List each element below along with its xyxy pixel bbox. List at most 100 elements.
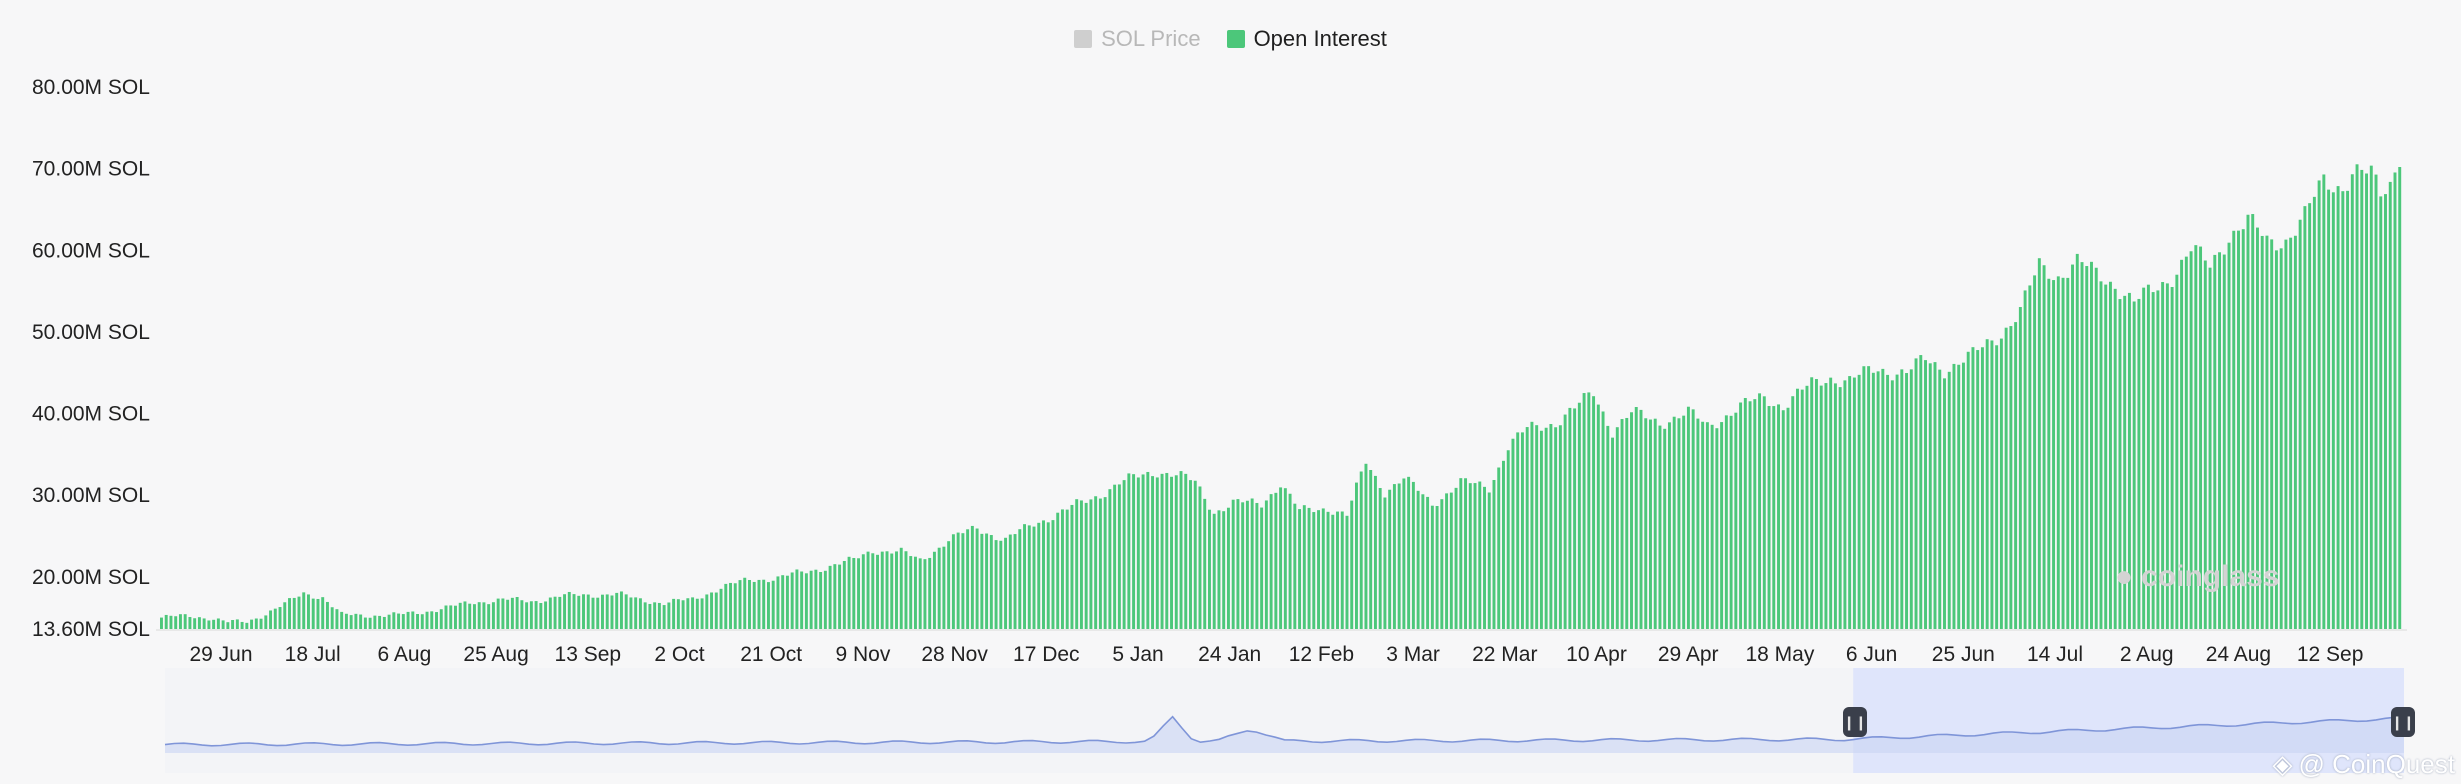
open-interest-bar[interactable] xyxy=(1226,507,1230,629)
open-interest-bar[interactable] xyxy=(667,602,671,630)
open-interest-bar[interactable] xyxy=(1758,393,1762,629)
open-interest-bar[interactable] xyxy=(657,602,661,629)
open-interest-bar[interactable] xyxy=(197,617,201,629)
open-interest-bar[interactable] xyxy=(857,558,861,629)
open-interest-bar[interactable] xyxy=(2218,252,2221,629)
open-interest-bar[interactable] xyxy=(1312,512,1316,629)
open-interest-bar[interactable] xyxy=(302,592,306,629)
open-interest-bar[interactable] xyxy=(311,598,315,629)
open-interest-bar[interactable] xyxy=(2322,174,2326,629)
open-interest-bar[interactable] xyxy=(2317,180,2321,629)
open-interest-bar[interactable] xyxy=(1781,410,1785,629)
open-interest-bar[interactable] xyxy=(2346,190,2350,629)
open-interest-bar[interactable] xyxy=(951,534,955,629)
open-interest-bar[interactable] xyxy=(487,604,491,629)
open-interest-bar[interactable] xyxy=(2146,284,2150,629)
open-interest-bar[interactable] xyxy=(382,616,386,629)
open-interest-bar[interactable] xyxy=(610,595,614,629)
open-interest-bar[interactable] xyxy=(1056,512,1060,629)
open-interest-bar[interactable] xyxy=(2127,292,2131,629)
open-interest-bar[interactable] xyxy=(1317,510,1321,629)
open-interest-bar[interactable] xyxy=(1720,422,1724,629)
open-interest-bar[interactable] xyxy=(2308,203,2312,629)
open-interest-bar[interactable] xyxy=(909,556,913,629)
open-interest-bar[interactable] xyxy=(1999,338,2003,629)
open-interest-bar[interactable] xyxy=(1511,438,1515,629)
open-interest-bar[interactable] xyxy=(1677,418,1681,629)
open-interest-bar[interactable] xyxy=(809,570,813,629)
open-interest-bar[interactable] xyxy=(482,602,486,629)
open-interest-bar[interactable] xyxy=(439,609,443,629)
open-interest-bar[interactable] xyxy=(672,598,676,629)
open-interest-bar[interactable] xyxy=(1701,421,1705,629)
open-interest-bar[interactable] xyxy=(1098,498,1102,629)
open-interest-bar[interactable] xyxy=(1848,376,1852,629)
open-interest-bar[interactable] xyxy=(472,604,476,629)
open-interest-bar[interactable] xyxy=(1814,379,1818,629)
open-interest-bar[interactable] xyxy=(985,533,989,629)
open-interest-bar[interactable] xyxy=(1971,347,1975,629)
open-interest-bar[interactable] xyxy=(510,597,514,629)
open-interest-bar[interactable] xyxy=(1639,409,1643,629)
open-interest-bar[interactable] xyxy=(216,618,220,629)
open-interest-bar[interactable] xyxy=(923,559,927,629)
open-interest-bar[interactable] xyxy=(615,592,619,629)
open-interest-bar[interactable] xyxy=(2014,322,2018,629)
open-interest-bar[interactable] xyxy=(876,554,879,629)
open-interest-bar[interactable] xyxy=(1203,498,1207,629)
open-interest-bar[interactable] xyxy=(430,611,434,629)
open-interest-bar[interactable] xyxy=(401,614,405,629)
open-interest-bar[interactable] xyxy=(1535,425,1539,629)
open-interest-bar[interactable] xyxy=(776,576,780,629)
open-interest-bar[interactable] xyxy=(1838,387,1842,629)
open-interest-bar[interactable] xyxy=(1236,499,1240,629)
open-interest-bar[interactable] xyxy=(895,551,898,629)
open-interest-bar[interactable] xyxy=(235,619,239,629)
open-interest-bar[interactable] xyxy=(1193,480,1197,629)
open-interest-bar[interactable] xyxy=(994,540,998,629)
open-interest-bar[interactable] xyxy=(1079,500,1083,629)
open-interest-bar[interactable] xyxy=(1563,414,1567,629)
open-interest-bar[interactable] xyxy=(800,571,804,630)
open-interest-bar[interactable] xyxy=(1060,509,1064,629)
open-interest-bar[interactable] xyxy=(359,614,363,629)
open-interest-bar[interactable] xyxy=(1819,385,1823,629)
open-interest-bar[interactable] xyxy=(1189,480,1192,629)
open-interest-bar[interactable] xyxy=(1615,427,1619,629)
open-interest-bar[interactable] xyxy=(178,614,182,629)
open-interest-bar[interactable] xyxy=(1748,401,1752,629)
open-interest-bar[interactable] xyxy=(757,579,761,629)
open-interest-bar[interactable] xyxy=(1952,363,1956,629)
open-interest-bar[interactable] xyxy=(1506,450,1510,629)
open-interest-bar[interactable] xyxy=(2232,230,2236,629)
open-interest-bar[interactable] xyxy=(619,591,623,629)
open-interest-bar[interactable] xyxy=(2194,245,2198,629)
open-interest-bar[interactable] xyxy=(928,557,932,629)
open-interest-bar[interactable] xyxy=(254,618,258,629)
legend-item-open-interest[interactable]: Open Interest xyxy=(1226,26,1387,52)
open-interest-bar[interactable] xyxy=(273,608,277,629)
open-interest-bar[interactable] xyxy=(1976,350,1980,629)
legend-item-sol-price[interactable]: SOL Price xyxy=(1074,26,1201,52)
open-interest-bar[interactable] xyxy=(861,554,865,629)
open-interest-bar[interactable] xyxy=(1833,383,1837,629)
open-interest-bar[interactable] xyxy=(1089,499,1093,629)
open-interest-bar[interactable] xyxy=(2052,280,2056,629)
open-interest-bar[interactable] xyxy=(1933,362,1937,629)
open-interest-bar[interactable] xyxy=(999,540,1003,629)
open-interest-bar[interactable] xyxy=(1539,430,1543,629)
open-interest-bar[interactable] xyxy=(420,614,424,629)
open-interest-bar[interactable] xyxy=(1402,478,1406,629)
open-interest-bar[interactable] xyxy=(2156,290,2160,629)
open-interest-bar[interactable] xyxy=(1549,424,1553,629)
open-interest-bar[interactable] xyxy=(1260,507,1264,629)
open-interest-bar[interactable] xyxy=(2274,250,2278,629)
open-interest-bar[interactable] xyxy=(2161,282,2165,629)
open-interest-bar[interactable] xyxy=(828,565,832,629)
open-interest-bar[interactable] xyxy=(1890,380,1894,629)
open-interest-bar[interactable] xyxy=(1568,407,1572,629)
open-interest-bar[interactable] xyxy=(1212,513,1216,629)
open-interest-bar[interactable] xyxy=(2123,295,2127,629)
open-interest-bar[interactable] xyxy=(363,617,367,629)
open-interest-bar[interactable] xyxy=(202,618,206,629)
